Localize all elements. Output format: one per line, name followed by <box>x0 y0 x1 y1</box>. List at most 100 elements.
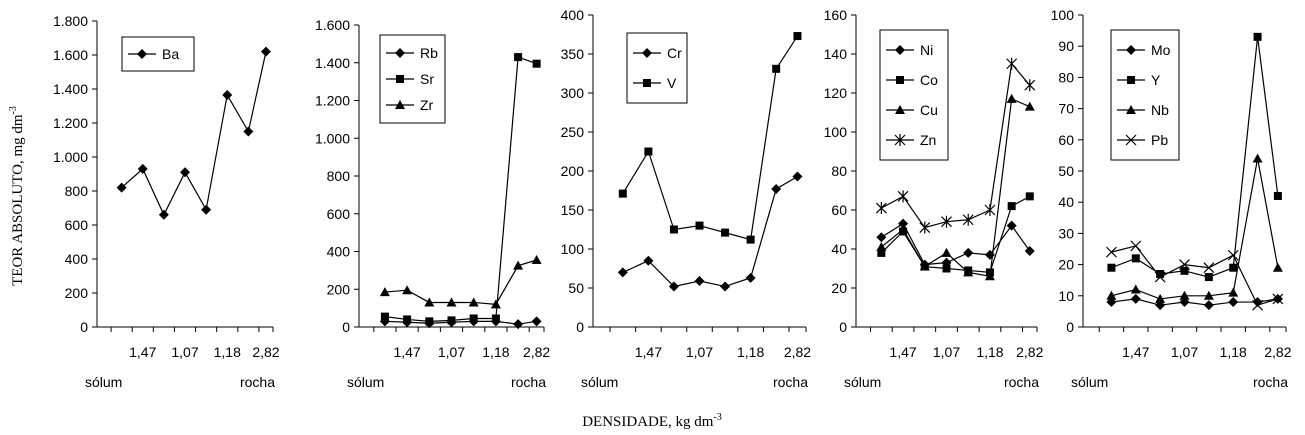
x-end-label-rocha: rocha <box>1004 374 1039 390</box>
point-Y-2 <box>1131 254 1140 263</box>
point-Pb-4 <box>1179 259 1190 271</box>
point-Nb-5 <box>1203 290 1214 300</box>
point-Zn-3 <box>919 221 931 234</box>
point-Zn-7 <box>1006 57 1018 70</box>
legend-label-Mo: Mo <box>1151 42 1171 58</box>
point-Sr-7 <box>514 53 523 62</box>
series-Ni <box>876 218 1035 270</box>
point-Pb-2 <box>1130 240 1142 252</box>
y-tick-label: 1.800 <box>53 13 88 29</box>
legend-marker-Mo <box>1126 45 1136 55</box>
point-Ba-4 <box>180 167 190 178</box>
point-Pb-3 <box>1154 271 1166 283</box>
point-Y-7 <box>1253 32 1262 41</box>
point-Nb-1 <box>1106 290 1117 300</box>
x-tick-label: 1,18 <box>482 344 509 360</box>
legend: Cr V <box>626 32 688 104</box>
series-Cu <box>876 93 1035 281</box>
point-Ni-7 <box>1006 220 1017 231</box>
point-Cu-1 <box>876 242 887 252</box>
y-tick-label: 120 <box>824 85 848 101</box>
legend-label-Ni: Ni <box>920 42 933 58</box>
point-Nb-7 <box>1252 153 1263 163</box>
point-Zr-7 <box>513 260 524 270</box>
legend-marker-Y <box>1127 76 1135 84</box>
y-tick-label: 0 <box>576 319 584 335</box>
y-tick-label: 1.200 <box>53 115 88 131</box>
point-Y-6 <box>1229 263 1238 272</box>
x-tick-label: 2,82 <box>1016 344 1043 360</box>
y-tick-label: 1.200 <box>315 93 350 109</box>
point-V-3 <box>669 225 678 234</box>
point-Rb-7 <box>513 319 524 330</box>
series-line-Zr <box>384 259 537 305</box>
series-Co <box>877 192 1034 277</box>
point-Nb-8 <box>1272 262 1283 272</box>
point-Co-7 <box>1007 202 1016 211</box>
x-axis-title: DENSIDADE, kg dm-3 <box>582 412 722 430</box>
x-tick-label: 1,07 <box>171 344 198 360</box>
legend-box <box>879 29 949 161</box>
x-tick-label: 1,47 <box>393 344 420 360</box>
point-Sr-5 <box>469 314 478 323</box>
point-Nb-6 <box>1228 287 1239 297</box>
point-Zr-4 <box>446 297 457 307</box>
point-Ba-3 <box>158 209 169 220</box>
point-Cr-7 <box>771 183 782 194</box>
point-Co-8 <box>1025 192 1034 201</box>
point-Pb-7 <box>1252 299 1264 311</box>
y-tick-label: 0 <box>342 319 350 335</box>
point-Nb-4 <box>1179 290 1190 300</box>
chart-panel-5: 0 10 20 30 40 50 60 70 80 90 100 1,47 1,07 1,18 2,82 só… <box>1051 7 1292 390</box>
x-end-label-rocha: rocha <box>240 374 275 390</box>
y-tick-label: 400 <box>65 251 89 267</box>
y-tick-label: 400 <box>327 244 351 260</box>
legend-marker-Co <box>896 76 904 84</box>
series-Pb <box>1105 240 1284 311</box>
x-tick-label: 2,82 <box>1264 344 1291 360</box>
point-Pb-5 <box>1203 262 1215 274</box>
legend-marker-Nb <box>1126 105 1136 114</box>
series-Y <box>1107 32 1282 282</box>
series-line-Y <box>1111 36 1279 278</box>
series-Mo <box>1106 293 1283 311</box>
point-Ni-1 <box>876 232 887 243</box>
point-V-2 <box>644 147 653 156</box>
y-tick-label: 0 <box>80 319 88 335</box>
y-tick-label: 70 <box>1058 101 1074 117</box>
legend-marker-Sr <box>396 75 404 83</box>
x-tick-label: 2,82 <box>784 344 811 360</box>
y-tick-label: 160 <box>824 7 848 23</box>
point-Pb-8 <box>1272 293 1284 305</box>
x-end-label-rocha: rocha <box>773 374 808 390</box>
legend-label-Zr: Zr <box>420 97 434 113</box>
point-Cu-7 <box>1006 93 1017 103</box>
point-Zn-4 <box>941 215 952 228</box>
y-tick-label: 90 <box>1058 38 1074 54</box>
series-line-Ba <box>121 51 267 217</box>
point-Cr-8 <box>792 171 803 182</box>
x-tick-label: 1,47 <box>889 344 916 360</box>
y-tick-label: 250 <box>561 124 585 140</box>
x-tick-label: 1,47 <box>635 344 662 360</box>
legend: Ba <box>121 36 195 72</box>
y-tick-label: 600 <box>327 206 351 222</box>
point-Cu-8 <box>1024 101 1035 111</box>
legend-label-Zn: Zn <box>920 132 936 148</box>
y-tick-label: 40 <box>831 241 847 257</box>
point-Ni-5 <box>963 247 974 258</box>
y-tick-label: 0 <box>839 319 847 335</box>
y-tick-label: 200 <box>65 285 89 301</box>
x-end-label-solum: sólum <box>844 374 881 390</box>
y-tick-label: 1.000 <box>315 130 350 146</box>
point-Zr-6 <box>490 299 501 309</box>
y-tick-label: 800 <box>65 183 89 199</box>
x-tick-label: 1,18 <box>214 344 241 360</box>
y-tick-label: 600 <box>65 217 89 233</box>
series-line-Cr <box>622 175 798 288</box>
legend-label-V: V <box>667 75 677 91</box>
y-tick-label: 1.600 <box>53 47 88 63</box>
x-tick-label: 2,82 <box>523 344 550 360</box>
point-Cu-5 <box>963 267 974 277</box>
